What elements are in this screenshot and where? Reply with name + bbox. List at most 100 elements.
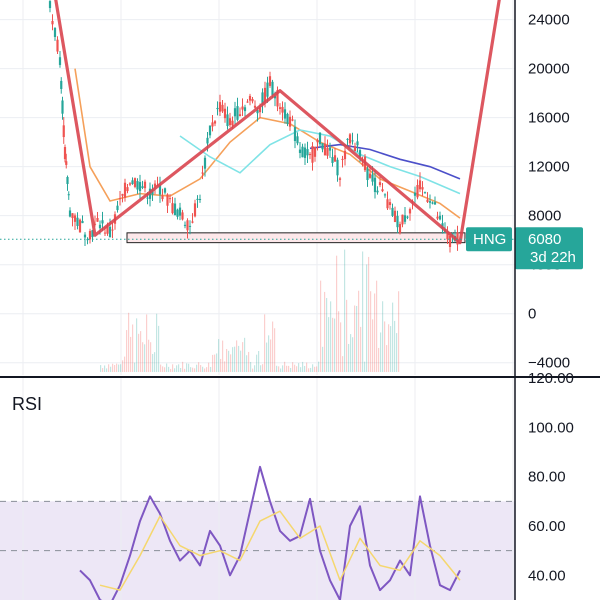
candle-body <box>416 184 419 198</box>
price-tag[interactable]: HNG 6080 3d 22h <box>466 227 583 270</box>
candle-body <box>396 215 399 228</box>
candle-body <box>241 106 244 110</box>
rsi-tick-label: 100.00 <box>528 419 574 436</box>
candle-body <box>128 183 132 185</box>
candle-body <box>436 216 439 219</box>
moving-average-line <box>179 129 461 195</box>
candle-body <box>346 138 349 140</box>
candle-body <box>248 95 252 101</box>
candle-body <box>101 220 104 224</box>
volume-bar <box>186 363 188 372</box>
candle-body <box>78 219 82 233</box>
candle-body <box>233 108 237 117</box>
volume-bar <box>266 342 268 372</box>
price-tag-value-box <box>515 227 583 270</box>
candle-body <box>378 182 382 186</box>
support-zone[interactable] <box>126 232 466 244</box>
volume-bar <box>346 299 348 372</box>
candle-body <box>171 203 174 214</box>
volume-bar <box>374 293 376 372</box>
rsi-series-line <box>79 465 461 600</box>
candle-body <box>51 20 54 25</box>
price-tick-label: 0 <box>528 306 536 323</box>
candle-body <box>88 230 92 240</box>
candle-body <box>201 172 204 174</box>
price-tick-label: 20000 <box>528 61 570 78</box>
volume-bar <box>372 319 374 372</box>
candle-body <box>393 210 397 223</box>
candle-body <box>138 182 142 192</box>
rsi-tick-label: 60.00 <box>528 518 566 535</box>
candle-body <box>191 221 194 223</box>
volume-bar <box>248 351 250 372</box>
volume-bar <box>196 364 198 372</box>
candle-body <box>126 187 129 192</box>
candle-body <box>96 218 99 222</box>
volume-bar <box>122 360 124 372</box>
candle-body <box>258 107 262 113</box>
candle-body <box>146 197 149 199</box>
candle-body <box>261 92 264 105</box>
volume-bar <box>320 280 322 372</box>
volume-bar <box>188 363 190 372</box>
volume-bar <box>220 358 222 372</box>
volume-bar <box>274 328 276 372</box>
candle-body <box>71 213 74 219</box>
volume-bar <box>284 361 286 372</box>
candle-body <box>231 120 234 126</box>
candle-body <box>198 199 202 201</box>
volume-bar <box>360 326 362 372</box>
volume-bar <box>152 353 154 372</box>
volume-bar <box>290 367 292 372</box>
candle-body <box>303 147 307 158</box>
volume-bar <box>168 366 170 372</box>
candle-body <box>398 223 402 233</box>
volume-bar <box>250 361 252 372</box>
volume-bar <box>108 364 110 372</box>
volume-bar <box>314 366 316 372</box>
candle-body <box>391 207 394 216</box>
candle-body <box>86 239 89 241</box>
volume-bar <box>204 368 206 372</box>
candle-body <box>401 214 404 225</box>
candle-body <box>68 210 72 217</box>
candle-body <box>103 232 107 234</box>
candle-body <box>211 122 214 127</box>
volume-bar <box>302 361 304 372</box>
pattern-line[interactable] <box>54 0 501 245</box>
candle-body <box>301 146 304 158</box>
volume-bar <box>338 311 340 372</box>
candle-body <box>63 147 67 160</box>
volume-bar <box>228 350 230 372</box>
rsi-series-line <box>99 510 461 591</box>
candle-body <box>161 195 164 200</box>
candle-body <box>406 216 409 218</box>
candle-body <box>343 150 347 160</box>
volume-bar <box>126 330 128 372</box>
volume-bar <box>132 324 134 372</box>
candle-body <box>331 157 334 163</box>
volume-bar <box>190 367 192 372</box>
rsi-axis[interactable]: 120.00 100.00 80.00 60.00 40.00 <box>528 370 574 584</box>
candle-body <box>228 118 232 126</box>
candle-body <box>76 217 79 226</box>
volume-bar <box>296 366 298 372</box>
volume-bar <box>116 363 118 372</box>
volume-bar <box>368 256 370 372</box>
candle-body <box>193 203 197 217</box>
volume-bar <box>364 361 366 372</box>
candle-body <box>408 209 412 214</box>
candle-body <box>311 146 314 163</box>
volume-bar <box>112 363 114 372</box>
candle-body <box>296 136 299 144</box>
candle-body <box>446 233 449 240</box>
price-axis[interactable]: 24000200001600012000800040000−4000 <box>528 12 570 372</box>
candle-body <box>243 107 247 112</box>
volume-bar <box>170 368 172 372</box>
volume-bar <box>254 365 256 372</box>
candle-body <box>73 215 77 222</box>
volume-bar <box>268 335 270 372</box>
candle-body <box>81 221 84 224</box>
volume-bar <box>192 367 194 372</box>
